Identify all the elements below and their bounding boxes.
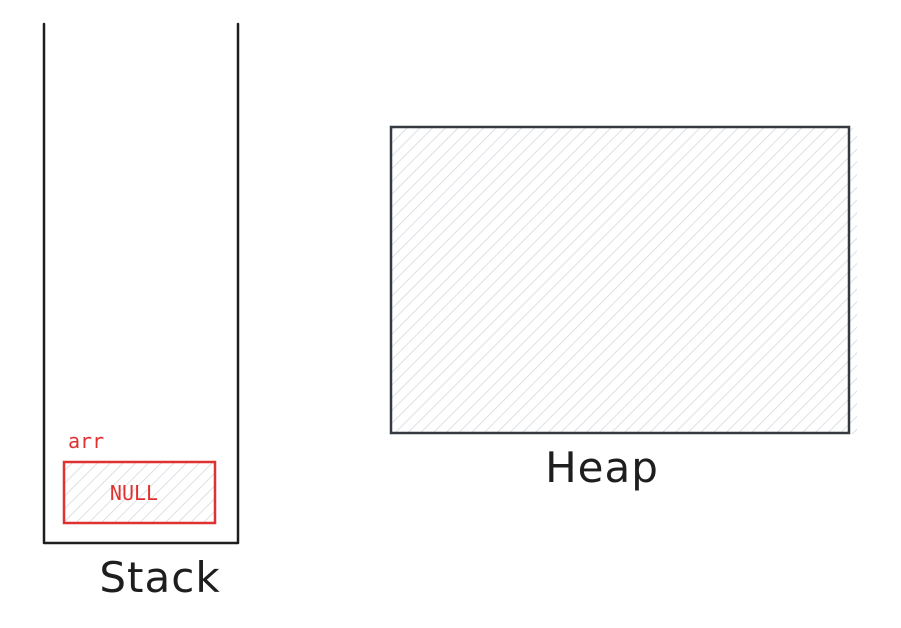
heap: Heap (391, 127, 857, 492)
heap-region-fill (391, 128, 857, 434)
stack: arr NULL Stack (44, 24, 238, 602)
stack-variable-cell: NULL (64, 462, 216, 524)
heap-label: Heap (545, 443, 659, 492)
stack-variable-value: NULL (110, 481, 158, 505)
stack-label: Stack (99, 553, 220, 602)
stack-variable-name: arr (68, 429, 104, 453)
